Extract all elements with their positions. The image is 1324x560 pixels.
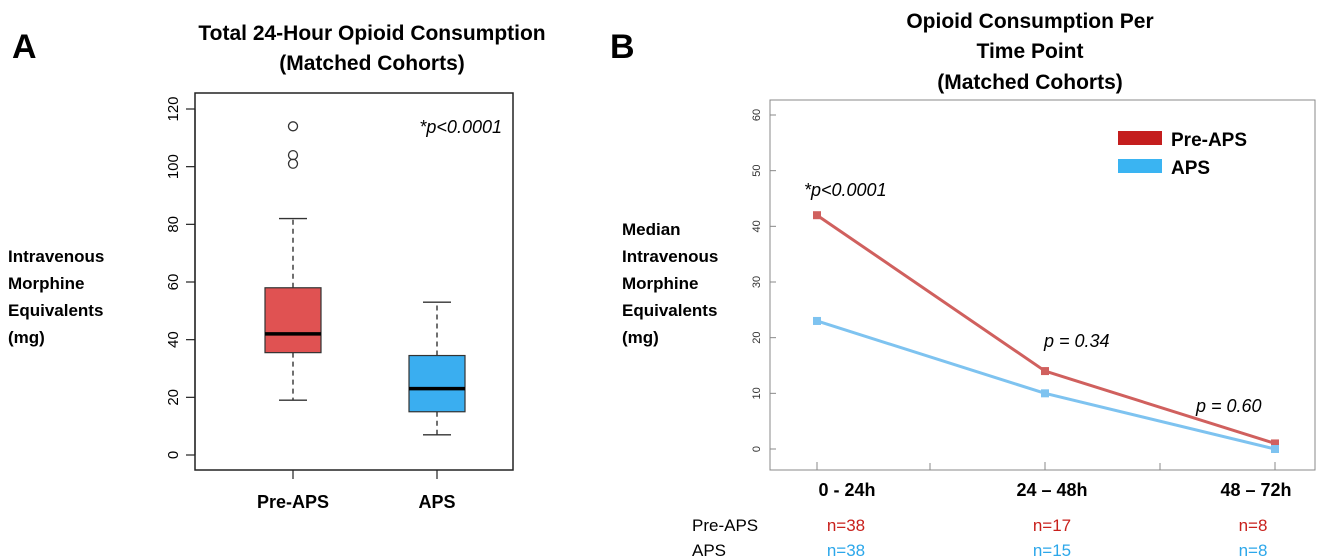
legend-label-aps: APS (1171, 158, 1210, 179)
y-tick-label: 60 (751, 109, 763, 121)
panel-b-title-line2: Time Point (977, 40, 1084, 63)
outlier-point (287, 158, 299, 169)
x-tick-label: APS (418, 492, 455, 512)
y-tick-label: 80 (165, 216, 182, 233)
n-table-row-label-aps: APS (692, 541, 726, 560)
panel-b-series (813, 211, 1279, 453)
series-point-aps (813, 316, 821, 325)
box-pre-aps (264, 287, 322, 354)
panel-a-p-annotation: *p<0.0001 (419, 117, 502, 137)
panel-b-ylabel-line5: (mg) (622, 328, 659, 347)
panel-b-letter: B (610, 28, 635, 66)
series-point-pre-aps (1041, 367, 1049, 376)
series-point-pre-aps (1271, 439, 1279, 448)
panel-a-ylabel-line1: Intravenous (8, 247, 104, 266)
series-point-aps (1271, 445, 1279, 453)
n-table-pre-aps-0-24: n=38 (827, 516, 865, 535)
panel-b-title-line3: (Matched Cohorts) (937, 71, 1123, 94)
panel-b-y-axis: 0 10 20 30 40 50 60 0 - 24h 24 – 48h 48 – 72h (751, 109, 1292, 500)
x-tick-label: 24 – 48h (1016, 480, 1087, 500)
panel-b-p-annotation-1: *p<0.0001 (804, 180, 887, 200)
panel-a-plot-frame (194, 92, 514, 471)
series-point-aps (1041, 389, 1049, 398)
panel-a-boxes: Pre-APS APS (257, 121, 466, 512)
panel-b-plot-frame (769, 99, 1316, 471)
y-tick-label: 60 (165, 274, 182, 291)
x-tick-label: 0 - 24h (818, 480, 875, 500)
y-tick-label: 30 (751, 276, 763, 288)
y-tick-label: 40 (165, 331, 182, 348)
panel-b-legend: Pre-APS APS (1118, 130, 1247, 179)
panel-a-title-line1: Total 24-Hour Opioid Consumption (198, 22, 545, 45)
y-tick-label: 0 (751, 446, 763, 452)
series-point-pre-aps (813, 211, 821, 220)
n-table-row-label-pre-aps: Pre-APS (692, 516, 758, 535)
legend-label-pre-aps: Pre-APS (1171, 130, 1247, 151)
panel-b: B Opioid Consumption Per Time Point (Mat… (610, 10, 1316, 560)
x-tick-label: Pre-APS (257, 492, 329, 512)
y-tick-label: 50 (751, 165, 763, 177)
panel-a-title-line2: (Matched Cohorts) (279, 52, 465, 75)
box-aps (408, 354, 466, 413)
panel-a: A Total 24-Hour Opioid Consumption (Matc… (8, 22, 546, 512)
panel-b-ylabel-line3: Morphine (622, 274, 699, 293)
panel-a-ylabel-line2: Morphine (8, 274, 85, 293)
y-tick-label: 20 (165, 389, 182, 406)
outlier-point (287, 121, 299, 132)
y-tick-label: 0 (165, 451, 182, 459)
y-tick-label: 10 (751, 387, 763, 399)
panel-a-ylabel-line3: Equivalents (8, 301, 103, 320)
y-tick-label: 20 (751, 332, 763, 344)
x-tick-label: 48 – 72h (1220, 480, 1291, 500)
n-table-pre-aps-24-48: n=17 (1033, 516, 1071, 535)
y-tick-label: 120 (165, 96, 182, 121)
y-tick-label: 40 (751, 220, 763, 232)
n-table-aps-0-24: n=38 (827, 541, 865, 560)
panel-b-p-annotation-2: p = 0.34 (1043, 331, 1110, 351)
legend-swatch-pre-aps (1118, 131, 1162, 145)
panel-b-n-table: Pre-APS APS n=38 n=17 n=8 n=38 n=15 n=8 (692, 516, 1267, 560)
legend-swatch-aps (1118, 159, 1162, 173)
panel-a-ylabel-line4: (mg) (8, 328, 45, 347)
panel-a-y-axis: 0 20 40 60 80 100 120 (165, 96, 196, 459)
y-tick-label: 100 (165, 154, 182, 179)
panel-b-ylabel-line4: Equivalents (622, 301, 717, 320)
outlier-point (287, 149, 299, 161)
n-table-pre-aps-48-72: n=8 (1239, 516, 1268, 535)
n-table-aps-48-72: n=8 (1239, 541, 1268, 560)
panel-a-letter: A (12, 28, 37, 66)
panel-b-ylabel-line1: Median (622, 220, 681, 239)
panel-b-ylabel-line2: Intravenous (622, 247, 718, 266)
panel-b-title-line1: Opioid Consumption Per (906, 10, 1153, 33)
n-table-aps-24-48: n=15 (1033, 541, 1071, 560)
panel-b-p-annotation-3: p = 0.60 (1195, 396, 1262, 416)
